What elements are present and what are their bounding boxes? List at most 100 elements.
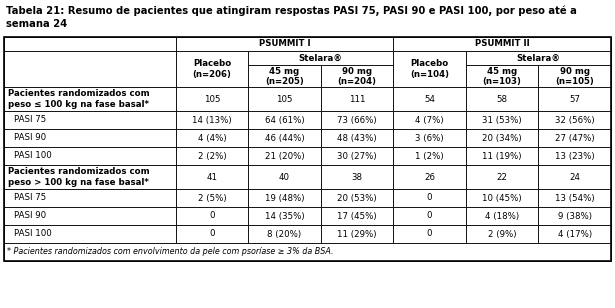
Text: Pacientes randomizados com
peso > 100 kg na fase basal*: Pacientes randomizados com peso > 100 kg… — [8, 167, 149, 187]
Bar — [321, 225, 394, 243]
Text: 0: 0 — [209, 229, 215, 238]
Bar — [4, 51, 176, 87]
Bar — [466, 225, 539, 243]
Text: 73 (66%): 73 (66%) — [337, 116, 377, 124]
Bar — [4, 189, 176, 207]
Text: 13 (54%): 13 (54%) — [555, 193, 595, 202]
Bar — [539, 65, 611, 87]
Bar — [248, 207, 321, 225]
Bar — [176, 37, 394, 51]
Text: 48 (43%): 48 (43%) — [337, 133, 377, 143]
Text: 10 (45%): 10 (45%) — [482, 193, 522, 202]
Bar — [394, 129, 466, 147]
Bar — [466, 189, 539, 207]
Bar — [248, 111, 321, 129]
Bar — [321, 87, 394, 111]
Bar — [176, 129, 248, 147]
Text: 9 (38%): 9 (38%) — [558, 212, 592, 221]
Bar — [394, 207, 466, 225]
Bar — [466, 87, 539, 111]
Text: 40: 40 — [279, 172, 290, 181]
Text: PSUMMIT I: PSUMMIT I — [259, 39, 311, 48]
Bar — [321, 189, 394, 207]
Bar — [176, 165, 248, 189]
Text: 32 (56%): 32 (56%) — [555, 116, 595, 124]
Bar — [176, 225, 248, 243]
Text: 19 (48%): 19 (48%) — [264, 193, 304, 202]
Bar — [176, 51, 248, 87]
Text: PASI 90: PASI 90 — [14, 133, 46, 143]
Bar — [394, 147, 466, 165]
Bar — [539, 165, 611, 189]
Text: PASI 75: PASI 75 — [14, 116, 46, 124]
Bar — [4, 243, 611, 261]
Text: 26: 26 — [424, 172, 435, 181]
Text: 2 (2%): 2 (2%) — [197, 152, 226, 160]
Text: 90 mg
(n=204): 90 mg (n=204) — [338, 67, 376, 86]
Text: 45 mg
(n=205): 45 mg (n=205) — [265, 67, 304, 86]
Text: 11 (29%): 11 (29%) — [337, 229, 377, 238]
Bar — [248, 165, 321, 189]
Text: 0: 0 — [209, 212, 215, 221]
Text: PASI 100: PASI 100 — [14, 152, 52, 160]
Text: 22: 22 — [497, 172, 507, 181]
Text: 4 (18%): 4 (18%) — [485, 212, 519, 221]
Text: 17 (45%): 17 (45%) — [337, 212, 377, 221]
Bar — [466, 165, 539, 189]
Bar — [4, 111, 176, 129]
Text: 31 (53%): 31 (53%) — [482, 116, 522, 124]
Text: 105: 105 — [204, 95, 220, 103]
Text: 57: 57 — [569, 95, 580, 103]
Bar — [248, 225, 321, 243]
Text: 30 (27%): 30 (27%) — [337, 152, 377, 160]
Bar — [248, 65, 321, 87]
Bar — [321, 65, 394, 87]
Text: Stelara®: Stelara® — [517, 54, 560, 63]
Bar — [4, 225, 176, 243]
Text: Pacientes randomizados com
peso ≤ 100 kg na fase basal*: Pacientes randomizados com peso ≤ 100 kg… — [8, 89, 149, 109]
Text: Stelara®: Stelara® — [299, 54, 343, 63]
Bar — [176, 147, 248, 165]
Text: 2 (9%): 2 (9%) — [488, 229, 517, 238]
Bar — [4, 147, 176, 165]
Bar — [466, 51, 611, 65]
Bar — [539, 207, 611, 225]
Text: 38: 38 — [352, 172, 363, 181]
Bar — [176, 189, 248, 207]
Bar — [539, 129, 611, 147]
Text: 46 (44%): 46 (44%) — [264, 133, 304, 143]
Text: 111: 111 — [349, 95, 365, 103]
Text: 20 (34%): 20 (34%) — [482, 133, 522, 143]
Bar — [539, 111, 611, 129]
Text: 14 (35%): 14 (35%) — [264, 212, 304, 221]
Bar — [176, 207, 248, 225]
Bar — [321, 147, 394, 165]
Text: semana 24: semana 24 — [6, 19, 67, 29]
Text: 4 (4%): 4 (4%) — [197, 133, 226, 143]
Text: 3 (6%): 3 (6%) — [415, 133, 444, 143]
Bar — [321, 207, 394, 225]
Text: 105: 105 — [276, 95, 293, 103]
Text: 8 (20%): 8 (20%) — [268, 229, 301, 238]
Bar — [394, 87, 466, 111]
Text: * Pacientes randomizados com envolvimento da pele com psoríase ≥ 3% da BSA.: * Pacientes randomizados com envolviment… — [7, 248, 333, 257]
Text: 4 (7%): 4 (7%) — [415, 116, 444, 124]
Bar — [4, 165, 176, 189]
Text: 41: 41 — [207, 172, 218, 181]
Bar — [539, 189, 611, 207]
Text: Placebo
(n=206): Placebo (n=206) — [192, 59, 231, 79]
Text: 58: 58 — [497, 95, 507, 103]
Bar — [466, 147, 539, 165]
Bar — [466, 129, 539, 147]
Bar — [176, 111, 248, 129]
Bar — [321, 111, 394, 129]
Text: 54: 54 — [424, 95, 435, 103]
Bar — [394, 189, 466, 207]
Bar — [248, 51, 394, 65]
Text: 4 (17%): 4 (17%) — [558, 229, 592, 238]
Bar — [248, 189, 321, 207]
Bar — [394, 225, 466, 243]
Bar — [4, 87, 176, 111]
Text: 27 (47%): 27 (47%) — [555, 133, 595, 143]
Bar — [539, 225, 611, 243]
